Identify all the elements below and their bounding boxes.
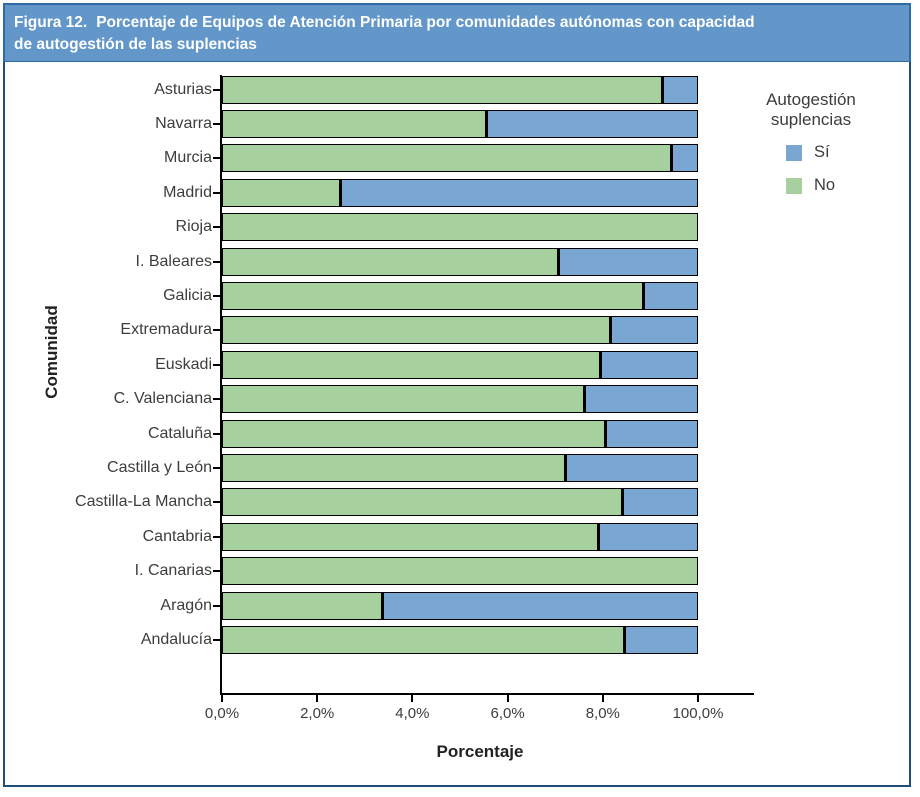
bar-segment-no-7: [223, 317, 612, 344]
x-tick-label-0: 0,0%: [204, 705, 240, 722]
y-tick-10: [213, 432, 221, 435]
category-label-0: Asturias: [154, 80, 212, 98]
y-tick-12: [213, 501, 221, 504]
x-tick-label-3: 6,0%: [490, 705, 525, 722]
y-tick-0: [213, 88, 221, 91]
category-label-12: Castilla-La Mancha: [75, 493, 212, 511]
x-tick-label-4: 8,0%: [585, 705, 620, 722]
category-label-13: Cantabria: [142, 527, 212, 545]
legend-label-no: No: [814, 176, 836, 194]
bar-segment-no-9: [223, 386, 586, 413]
y-tick-9: [213, 398, 221, 401]
x-tick-label-1: 2,0%: [300, 705, 335, 722]
bar-segment-no-15: [223, 592, 385, 619]
legend-label-si: Sí: [814, 143, 830, 161]
legend-title: Autogestión suplencias: [766, 90, 856, 130]
category-label-8: Euskadi: [155, 355, 212, 373]
bar-segment-no-3: [223, 179, 342, 206]
legend-item-no: No: [786, 176, 835, 195]
bar-9: [222, 385, 698, 414]
category-label-2: Murcia: [163, 149, 212, 167]
category-label-1: Navarra: [155, 114, 212, 132]
bar-0: [222, 75, 698, 104]
y-tick-11: [213, 466, 221, 469]
bar-3: [222, 178, 698, 207]
bar-segment-no-11: [223, 454, 567, 481]
x-axis-title: Porcentaje: [436, 742, 524, 761]
category-label-16: Andalucía: [140, 630, 212, 648]
category-label-14: I. Canarias: [134, 562, 212, 580]
y-tick-15: [213, 604, 221, 607]
y-tick-7: [213, 329, 221, 332]
x-tick-label-5: 100,0%: [672, 705, 724, 722]
bar-16: [222, 625, 698, 654]
bar-segment-no-12: [223, 489, 624, 516]
x-tick-1: [316, 693, 319, 702]
legend-swatch-si: [786, 144, 802, 161]
bar-segment-no-8: [223, 351, 603, 378]
bar-segment-no-2: [223, 145, 674, 172]
x-axis-line: [220, 693, 754, 695]
category-label-7: Extremadura: [120, 321, 212, 339]
bar-segment-no-0: [223, 76, 664, 103]
figure-title-line2: de autogestión de las suplencias: [14, 36, 257, 54]
category-label-5: I. Baleares: [135, 252, 212, 270]
bar-segment-no-1: [223, 110, 489, 137]
x-tick-5: [697, 693, 699, 702]
y-tick-14: [213, 570, 221, 573]
y-tick-6: [213, 294, 221, 297]
figure-title-bar: Figura 12. Porcentaje de Equipos de Atenc…: [3, 3, 911, 62]
bar-6: [222, 281, 698, 310]
legend: Autogestión suplencias Sí No: [746, 90, 876, 194]
bar-segment-no-13: [223, 523, 600, 550]
y-tick-2: [213, 157, 221, 160]
bar-10: [222, 419, 698, 448]
x-tick-4: [601, 693, 604, 702]
bar-segment-no-4: [223, 214, 697, 241]
y-tick-16: [213, 638, 221, 641]
bar-5: [222, 247, 698, 276]
figure-title-line1: Porcentaje de Equipos de Atención Primar…: [96, 14, 755, 31]
y-tick-8: [213, 363, 221, 366]
bar-15: [222, 591, 698, 620]
category-label-15: Aragón: [160, 596, 212, 614]
bar-12: [222, 488, 698, 517]
bar-13: [222, 522, 698, 551]
y-tick-3: [213, 191, 221, 194]
bar-11: [222, 453, 698, 482]
x-tick-3: [506, 693, 509, 702]
bar-2: [222, 144, 698, 173]
y-tick-4: [213, 226, 221, 229]
category-label-11: Castilla y León: [107, 458, 212, 476]
category-label-3: Madrid: [163, 183, 212, 201]
bar-7: [222, 316, 698, 345]
category-label-10: Cataluña: [147, 424, 212, 442]
category-label-9: C. Valenciana: [113, 390, 212, 408]
bar-segment-no-6: [223, 282, 645, 309]
y-tick-5: [213, 260, 221, 263]
bar-segment-no-16: [223, 626, 626, 653]
bar-segment-no-14: [223, 558, 697, 585]
figure-number: Figura 12.: [14, 14, 88, 31]
bar-14: [222, 557, 698, 586]
x-tick-label-2: 4,0%: [395, 705, 430, 722]
category-label-6: Galicia: [163, 286, 212, 304]
x-tick-2: [411, 693, 414, 702]
bar-segment-no-5: [223, 248, 560, 275]
x-tick-0: [221, 693, 223, 702]
category-label-4: Rioja: [175, 218, 212, 236]
legend-swatch-no: [786, 177, 802, 194]
bar-8: [222, 350, 698, 379]
y-axis-line: [220, 75, 222, 694]
y-tick-13: [213, 535, 221, 538]
y-tick-1: [213, 122, 221, 125]
bar-segment-no-10: [223, 420, 607, 447]
bar-4: [222, 213, 698, 242]
legend-item-si: Sí: [786, 143, 830, 162]
bar-1: [222, 109, 698, 138]
